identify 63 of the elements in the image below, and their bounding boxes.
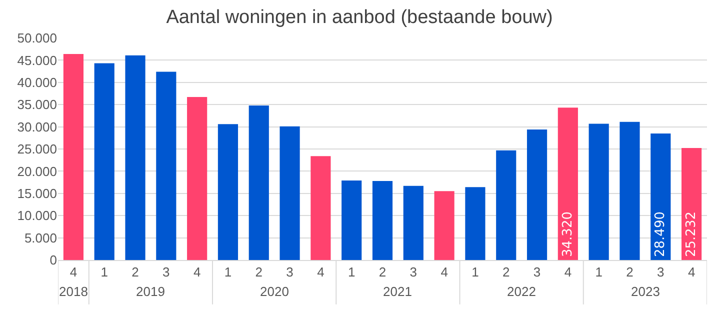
x-tick-label: 3 (286, 264, 294, 280)
bar (403, 186, 424, 260)
text: 2020 (260, 284, 289, 299)
bar (434, 191, 454, 260)
text: 2018 (59, 284, 88, 299)
bar (526, 129, 548, 260)
y-tick-label: 15.000 (17, 186, 57, 201)
x-tick-label: 4 (688, 264, 696, 280)
y-tick-label: 5.000 (24, 230, 57, 246)
x-tick-label: 2 (378, 264, 386, 280)
text: 2019 (136, 284, 165, 299)
x-tick-label: 2 (132, 264, 139, 280)
y-tick-label: 20.000 (17, 164, 57, 179)
bar (588, 124, 609, 260)
x-tick-label: 3 (657, 264, 664, 280)
x-tick-label: 4 (440, 264, 448, 280)
bar (650, 134, 671, 260)
y-tick-label: 50.000 (17, 30, 57, 46)
data-label: 28.490 (653, 212, 668, 257)
x-tick-label: 3 (533, 264, 541, 280)
x-tick-label: 1 (348, 264, 356, 280)
y-tick-label: 25.000 (17, 142, 57, 157)
y-tick-label: 35.000 (17, 97, 57, 112)
bar (125, 55, 146, 260)
text: 2021 (383, 284, 412, 299)
x-tick-label: 2 (626, 264, 634, 280)
bar (94, 63, 114, 260)
bar (496, 150, 516, 260)
x-tick-label: 3 (410, 264, 418, 280)
x-tick-label: 1 (472, 264, 479, 280)
y-tick-label: 30.000 (17, 119, 57, 134)
x-tick-label: 1 (595, 264, 602, 280)
x-tick-label: 1 (224, 264, 232, 280)
y-tick-label: 10.000 (17, 208, 57, 224)
bar (310, 156, 331, 260)
y-tick-label: 40.000 (17, 74, 57, 90)
data-label: 34.320 (560, 212, 576, 257)
bar (187, 97, 208, 260)
bar (682, 148, 702, 260)
text: 2023 (631, 284, 660, 299)
x-tick-label: 2 (502, 264, 510, 280)
bar (558, 108, 578, 260)
bar (156, 72, 176, 260)
bar (465, 187, 486, 260)
x-tick-label: 3 (162, 264, 170, 280)
bar (218, 124, 238, 260)
x-tick-label: 2 (255, 264, 262, 280)
x-tick-label: 4 (70, 264, 78, 280)
bar (372, 180, 393, 260)
text: 2022 (507, 284, 536, 299)
x-tick-label: 4 (317, 264, 324, 280)
data-label: 25.232 (684, 212, 700, 257)
x-tick-label: 4 (564, 264, 572, 280)
y-tick-label: 45.000 (17, 52, 57, 68)
bar (620, 122, 640, 260)
x-tick-label: 1 (100, 264, 108, 280)
y-tick-label: 0 (50, 252, 57, 268)
chart-title: Aantal woningen in aanbod (bestaande bouw) (166, 6, 553, 28)
bar (248, 105, 269, 260)
bar (63, 54, 84, 260)
x-tick-label: 4 (193, 264, 201, 280)
bar (342, 180, 362, 260)
bar (280, 126, 300, 260)
